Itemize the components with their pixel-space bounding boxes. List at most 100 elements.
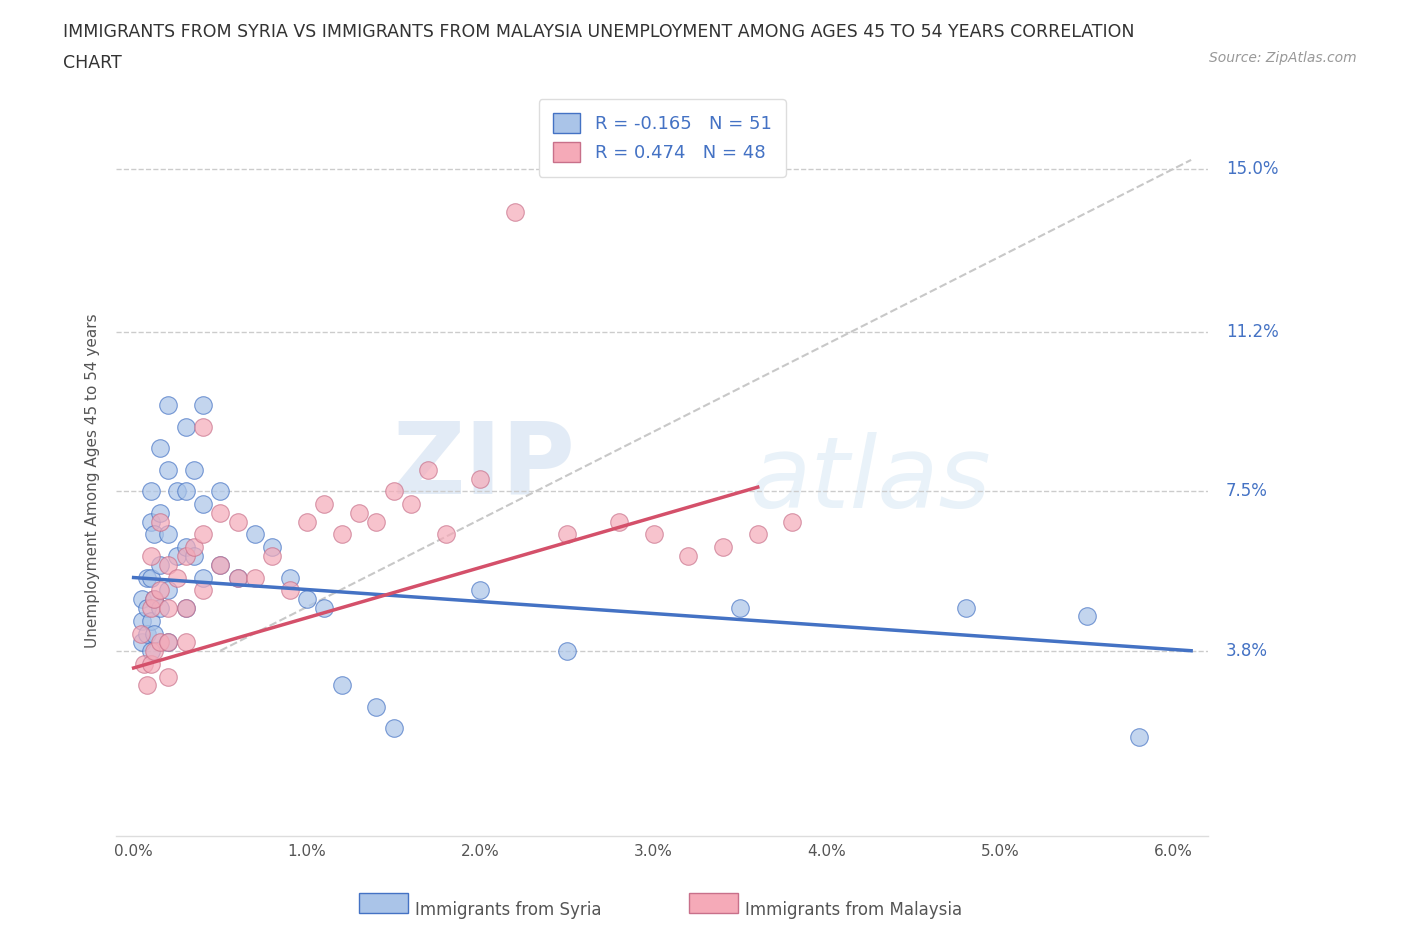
Point	[1128, 729, 1150, 744]
Point	[139, 514, 162, 529]
Point	[157, 669, 180, 684]
Point	[131, 591, 153, 606]
Point	[174, 540, 197, 555]
Point	[955, 600, 977, 615]
Point	[183, 549, 205, 564]
Point	[226, 514, 249, 529]
Point	[131, 613, 153, 628]
Point	[136, 626, 159, 641]
Point	[295, 514, 318, 529]
Point	[209, 506, 232, 521]
Point	[418, 462, 440, 477]
Point	[382, 484, 405, 498]
Text: atlas: atlas	[749, 432, 991, 529]
Point	[143, 591, 166, 606]
Point	[243, 527, 266, 542]
Point	[314, 497, 336, 512]
Point	[157, 527, 180, 542]
Text: CHART: CHART	[63, 54, 122, 72]
Point	[157, 634, 180, 649]
Point	[139, 570, 162, 585]
Point	[149, 557, 172, 572]
Point	[136, 600, 159, 615]
Text: Source: ZipAtlas.com: Source: ZipAtlas.com	[1209, 51, 1357, 65]
Point	[129, 626, 152, 641]
Point	[191, 398, 214, 413]
Text: IMMIGRANTS FROM SYRIA VS IMMIGRANTS FROM MALAYSIA UNEMPLOYMENT AMONG AGES 45 TO : IMMIGRANTS FROM SYRIA VS IMMIGRANTS FROM…	[63, 23, 1135, 41]
Point	[139, 644, 162, 658]
Point	[278, 583, 301, 598]
Text: 15.0%: 15.0%	[1226, 160, 1278, 178]
Point	[191, 497, 214, 512]
Point	[278, 570, 301, 585]
Point	[149, 634, 172, 649]
Point	[131, 634, 153, 649]
Point	[366, 699, 388, 714]
Text: 7.5%: 7.5%	[1226, 483, 1268, 500]
Point	[226, 570, 249, 585]
Point	[143, 527, 166, 542]
Text: ZIP: ZIP	[392, 418, 575, 515]
Text: 3.8%: 3.8%	[1226, 642, 1268, 659]
Point	[166, 570, 188, 585]
Point	[191, 419, 214, 434]
Point	[157, 583, 180, 598]
Point	[183, 462, 205, 477]
Point	[209, 484, 232, 498]
Point	[139, 613, 162, 628]
Point	[434, 527, 457, 542]
Point	[209, 557, 232, 572]
Point	[157, 557, 180, 572]
Point	[382, 721, 405, 736]
Point	[262, 549, 284, 564]
Point	[262, 540, 284, 555]
Point	[191, 583, 214, 598]
Point	[139, 484, 162, 498]
Point	[678, 549, 700, 564]
Point	[314, 600, 336, 615]
Point	[143, 626, 166, 641]
Point	[136, 570, 159, 585]
Point	[149, 514, 172, 529]
Point	[174, 600, 197, 615]
Point	[555, 527, 578, 542]
Point	[730, 600, 752, 615]
Point	[191, 527, 214, 542]
Point	[157, 462, 180, 477]
Point	[226, 570, 249, 585]
Point	[607, 514, 630, 529]
Legend: R = -0.165   N = 51, R = 0.474   N = 48: R = -0.165 N = 51, R = 0.474 N = 48	[538, 99, 786, 177]
Point	[157, 398, 180, 413]
Point	[209, 557, 232, 572]
Point	[139, 600, 162, 615]
Point	[174, 634, 197, 649]
Point	[347, 506, 370, 521]
Point	[470, 583, 492, 598]
Y-axis label: Unemployment Among Ages 45 to 54 years: Unemployment Among Ages 45 to 54 years	[86, 313, 100, 648]
Point	[711, 540, 734, 555]
Point	[243, 570, 266, 585]
Point	[183, 540, 205, 555]
Point	[470, 472, 492, 486]
Point	[174, 549, 197, 564]
Point	[143, 644, 166, 658]
Point	[399, 497, 422, 512]
Point	[149, 600, 172, 615]
Point	[747, 527, 769, 542]
Point	[295, 591, 318, 606]
Point	[149, 506, 172, 521]
Point	[366, 514, 388, 529]
Point	[136, 678, 159, 693]
Point	[166, 549, 188, 564]
Point	[166, 484, 188, 498]
Point	[149, 583, 172, 598]
Point	[143, 591, 166, 606]
Point	[157, 600, 180, 615]
Point	[139, 657, 162, 671]
Point	[1076, 609, 1098, 624]
Point	[132, 657, 155, 671]
Point	[330, 527, 353, 542]
Point	[503, 205, 526, 219]
Point	[174, 600, 197, 615]
Point	[174, 484, 197, 498]
